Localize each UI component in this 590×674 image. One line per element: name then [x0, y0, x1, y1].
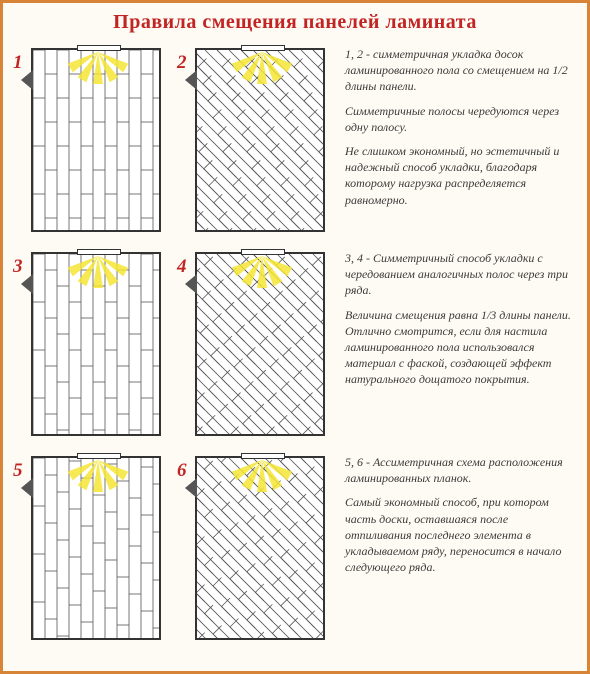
description-paragraph: Самый экономный способ, при котором част… [345, 494, 575, 575]
door-icon [185, 274, 197, 294]
diagram-number: 3 [13, 256, 23, 278]
description-paragraph: 1, 2 - симметричная укладка досок ламини… [345, 46, 575, 95]
door-icon [21, 478, 33, 498]
window-icon [241, 453, 285, 459]
diagram-cell: 1 [13, 40, 177, 240]
door-icon [21, 70, 33, 90]
diagram-cell: 6 [177, 448, 341, 648]
room-diagram [195, 456, 325, 640]
diagram-number: 1 [13, 52, 23, 74]
room-diagram [195, 252, 325, 436]
room-diagram [31, 252, 161, 436]
room-diagram [195, 48, 325, 232]
window-icon [241, 249, 285, 255]
diagram-cell: 2 [177, 40, 341, 240]
window-icon [77, 45, 121, 51]
diagram-cell: 3 [13, 244, 177, 444]
description-text: 5, 6 - Ассиметричная схема расположения … [341, 448, 577, 648]
room-diagram [31, 48, 161, 232]
diagram-cell: 4 [177, 244, 341, 444]
diagram-grid: 1 2 1, 2 - симметричная укладка досок ла… [13, 40, 577, 648]
diagram-cell: 5 [13, 448, 177, 648]
diagram-number: 5 [13, 460, 23, 482]
description-paragraph: Не слишком экономный, но эстетичный и на… [345, 143, 575, 208]
description-text: 1, 2 - симметричная укладка досок ламини… [341, 40, 577, 240]
description-text: 3, 4 - Симметричный способ укладки с чер… [341, 244, 577, 444]
page-title: Правила смещения панелей ламината [13, 11, 577, 34]
window-icon [241, 45, 285, 51]
infographic-frame: Правила смещения панелей ламината 1 2 1,… [0, 0, 590, 674]
room-diagram [31, 456, 161, 640]
description-paragraph: Симметричные полосы чередуются через одн… [345, 103, 575, 135]
window-icon [77, 249, 121, 255]
diagram-number: 2 [177, 52, 187, 74]
door-icon [185, 478, 197, 498]
door-icon [21, 274, 33, 294]
door-icon [185, 70, 197, 90]
description-paragraph: 5, 6 - Ассиметричная схема расположения … [345, 454, 575, 486]
window-icon [77, 453, 121, 459]
description-paragraph: Величина смещения равна 1/3 длины панели… [345, 307, 575, 388]
diagram-number: 6 [177, 460, 187, 482]
description-paragraph: 3, 4 - Симметричный способ укладки с чер… [345, 250, 575, 299]
diagram-number: 4 [177, 256, 187, 278]
